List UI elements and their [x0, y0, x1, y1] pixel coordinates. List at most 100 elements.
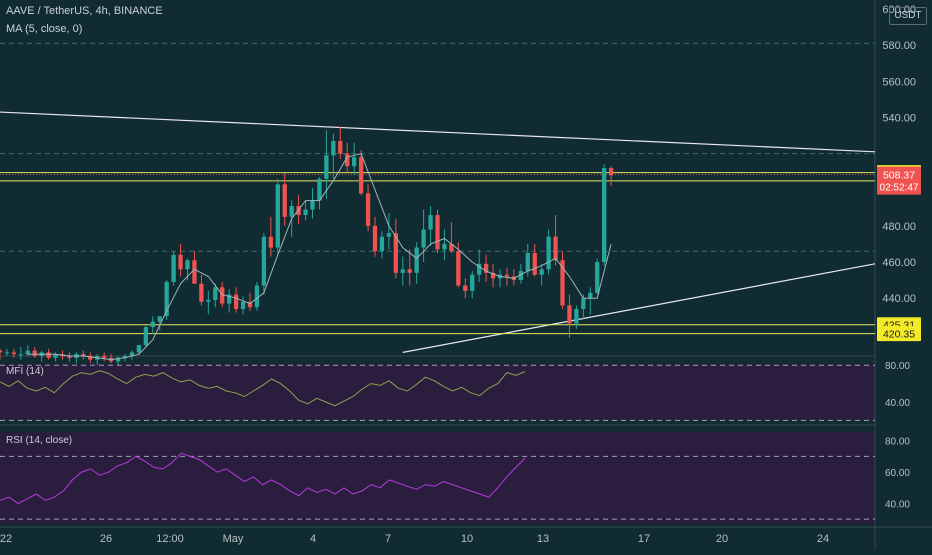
candle-body: [199, 283, 204, 302]
candle-body: [365, 193, 371, 226]
time-tick-label: 20: [716, 533, 728, 545]
time-tick-label: May: [223, 533, 244, 545]
candle-body: [553, 236, 558, 261]
candle-body: [435, 215, 440, 250]
candle-body: [164, 281, 169, 317]
mfi-legend[interactable]: MFI (14): [6, 366, 44, 377]
price-tick-label: 480.00: [882, 221, 916, 233]
candle-body: [310, 200, 315, 210]
candle-body: [483, 263, 489, 273]
candle-body: [345, 153, 350, 167]
candle-body: [442, 243, 447, 250]
rsi-line: [0, 452, 526, 505]
candle-body: [46, 352, 51, 358]
candle-body: [358, 157, 364, 194]
candle-body: [122, 356, 128, 358]
candle-body: [449, 243, 454, 252]
time-tick-label: 4: [310, 533, 316, 545]
candle-series: [0, 126, 614, 366]
candle-body: [115, 357, 121, 362]
candle-body: [81, 354, 86, 356]
time-tick-label: 17: [638, 533, 650, 545]
candle-body: [338, 140, 343, 154]
price-tick-label: 580.00: [882, 40, 916, 52]
trendlines[interactable]: [0, 111, 876, 353]
candle-body: [18, 354, 23, 356]
candle-body: [275, 184, 280, 248]
candle-body: [32, 350, 37, 356]
candle-body: [400, 269, 405, 273]
rsi-legend[interactable]: RSI (14, close): [6, 435, 73, 446]
mfi-pane-background: [0, 364, 875, 420]
candle-body: [192, 260, 197, 284]
candle-body: [282, 184, 287, 217]
trendline: [402, 263, 876, 353]
mfi-line: [0, 370, 526, 407]
candle-body: [53, 354, 58, 358]
trendline: [0, 111, 876, 153]
candle-body: [407, 269, 412, 273]
candle-body: [456, 251, 461, 286]
candle-body: [206, 299, 211, 302]
candle-body: [518, 271, 523, 281]
candle-body: [247, 301, 253, 308]
ma-legend[interactable]: MA (5, close, 0): [6, 23, 83, 35]
candle-body: [539, 269, 544, 275]
candle-body: [25, 350, 30, 355]
candle-body: [581, 298, 586, 310]
candle-body: [88, 356, 93, 360]
candle-body: [136, 345, 142, 353]
candle-body: [421, 229, 426, 248]
price-tick-label: 460.00: [882, 257, 916, 269]
mfi-tick-label: 40.00: [885, 398, 910, 409]
candle-body: [268, 236, 273, 248]
candle-body: [428, 215, 433, 230]
horizontal-levels[interactable]: [0, 172, 875, 335]
ma-series: [27, 153, 612, 361]
candle-body: [574, 309, 579, 324]
candle-body: [414, 247, 419, 273]
time-tick-label: 22: [0, 533, 12, 545]
countdown-label: 02:52:47: [880, 183, 919, 194]
candle-body: [525, 252, 530, 272]
price-tick-label: 560.00: [882, 76, 916, 88]
time-tick-label: 24: [817, 533, 829, 545]
candle-body: [386, 233, 392, 237]
candle-body: [289, 206, 294, 217]
candle-body: [317, 178, 322, 201]
candle-body: [463, 285, 468, 291]
candle-body: [379, 236, 385, 252]
symbol-legend[interactable]: AAVE / TetherUS, 4h, BINANCE: [6, 5, 163, 17]
candle-body: [560, 260, 565, 306]
price-tick-label: 440.00: [882, 293, 916, 305]
candle-body: [567, 305, 572, 324]
candle-body: [324, 155, 329, 179]
candle-body: [220, 287, 225, 304]
current-price-label: 508.37: [883, 170, 915, 182]
ma-line: [27, 153, 612, 361]
candle-body: [254, 285, 260, 308]
candle-body: [4, 352, 10, 354]
candle-body: [331, 140, 336, 156]
candle-body: [490, 272, 496, 279]
time-tick-label: 10: [461, 533, 473, 545]
candle-body: [595, 262, 600, 293]
time-tick-label: 7: [385, 533, 391, 545]
candle-body: [546, 236, 551, 270]
candle-body: [296, 206, 301, 216]
price-grid: [0, 42, 875, 252]
rsi-pane-background: [0, 432, 875, 524]
time-tick-label: 13: [537, 533, 549, 545]
candle-body: [393, 233, 398, 273]
candle-body: [602, 168, 607, 263]
price-axis[interactable]: 600.00580.00560.00540.00480.00460.00440.…: [882, 4, 916, 510]
time-axis[interactable]: 22 26 12:00 May 4 7 10 13 17 20 24: [0, 533, 829, 545]
candle-body: [178, 254, 183, 270]
currency-button[interactable]: USDT: [889, 7, 927, 25]
candle-body: [372, 225, 378, 252]
candle-body: [588, 292, 593, 299]
candle-body: [227, 294, 232, 304]
candle-body: [171, 254, 176, 282]
time-tick-label: 12:00: [156, 533, 184, 545]
